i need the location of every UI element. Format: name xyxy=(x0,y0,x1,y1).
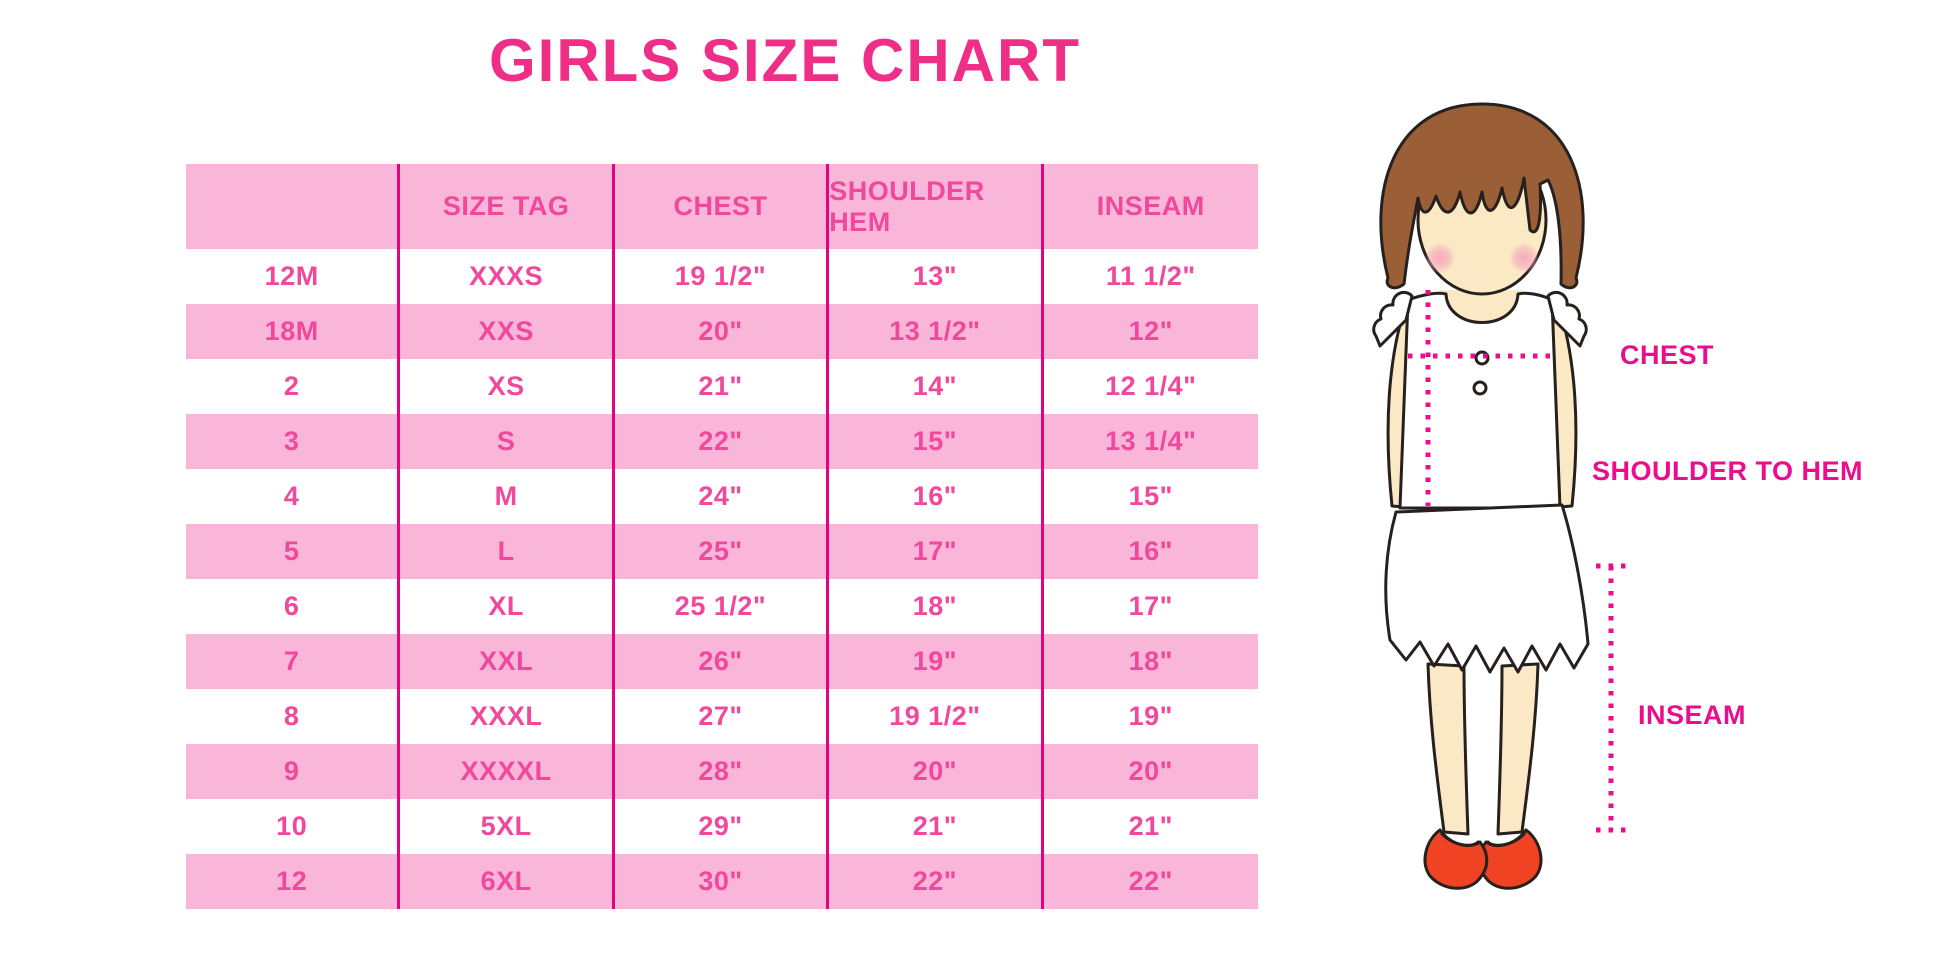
header-cell: SIZE TAG xyxy=(400,164,615,249)
table-cell: 26" xyxy=(614,634,830,689)
table-cell: 22" xyxy=(1043,854,1258,909)
table-cell: 19" xyxy=(829,634,1044,689)
table-cell: XXXL xyxy=(400,689,615,744)
table-cell: 25" xyxy=(614,524,830,579)
table-cell: M xyxy=(400,469,615,524)
table-cell: 17" xyxy=(1043,579,1258,634)
table-cell: L xyxy=(400,524,615,579)
table-cell: 12M xyxy=(186,249,401,304)
table-cell: XS xyxy=(400,359,615,414)
table-cell: 5XL xyxy=(400,799,615,854)
girl-illustration xyxy=(1372,102,1628,890)
table-cell: 30" xyxy=(614,854,830,909)
skirt xyxy=(1384,503,1590,674)
table-cell: 3 xyxy=(186,414,401,469)
table-cell: 27" xyxy=(614,689,830,744)
hair xyxy=(1379,102,1585,290)
left-shoulder-ruffle xyxy=(1372,290,1414,348)
table-cell: 19 1/2" xyxy=(829,689,1044,744)
chest-label: CHEST xyxy=(1620,340,1715,370)
table-cell: 16" xyxy=(1043,524,1258,579)
header-cell xyxy=(186,164,401,249)
shoulder-to-hem-label: SHOULDER TO HEM xyxy=(1592,456,1864,486)
size-table: SIZE TAG CHEST SHOULDER HEM INSEAM 12M XXXS 19… xyxy=(186,164,1258,909)
table-cell: 28" xyxy=(614,744,830,799)
header-cell: CHEST xyxy=(614,164,830,249)
table-cell: 8 xyxy=(186,689,401,744)
table-cell: 19" xyxy=(1043,689,1258,744)
table-cell: 21" xyxy=(829,799,1044,854)
right-shoulder-ruffle xyxy=(1546,290,1588,348)
right-shoe-strap xyxy=(1486,832,1526,847)
table-cell: XXXXL xyxy=(400,744,615,799)
table-cell: 16" xyxy=(829,469,1044,524)
table-cell: 4 xyxy=(186,469,401,524)
left-leg xyxy=(1426,662,1470,836)
table-cell: 20" xyxy=(614,304,830,359)
table-cell: 18M xyxy=(186,304,401,359)
table-cell: 13 1/4" xyxy=(1043,414,1258,469)
table-cell: 15" xyxy=(1043,469,1258,524)
left-shoe-strap xyxy=(1440,832,1480,847)
header-cell: SHOULDER HEM xyxy=(829,164,1044,249)
table-cell: 12" xyxy=(1043,304,1258,359)
table-cell: 20" xyxy=(1043,744,1258,799)
table-cell: XXS xyxy=(400,304,615,359)
table-cell: XXXS xyxy=(400,249,615,304)
header-cell: INSEAM xyxy=(1043,164,1258,249)
table-cell: 5 xyxy=(186,524,401,579)
table-cell: 20" xyxy=(829,744,1044,799)
table-cell: XXL xyxy=(400,634,615,689)
right-blush xyxy=(1509,243,1539,273)
table-cell: 10 xyxy=(186,799,401,854)
left-blush xyxy=(1425,243,1455,273)
table-cell: 18" xyxy=(1043,634,1258,689)
table-cell: 25 1/2" xyxy=(614,579,830,634)
table-cell: XL xyxy=(400,579,615,634)
table-cell: 9 xyxy=(186,744,401,799)
table-cell: 12 xyxy=(186,854,401,909)
table-cell: 24" xyxy=(614,469,830,524)
left-shoe xyxy=(1423,828,1489,890)
table-cell: 13" xyxy=(829,249,1044,304)
inseam-label: INSEAM xyxy=(1638,700,1747,730)
page-title: GIRLS SIZE CHART xyxy=(488,27,1081,94)
table-cell: 17" xyxy=(829,524,1044,579)
table-cell: 6XL xyxy=(400,854,615,909)
table-cell: 14" xyxy=(829,359,1044,414)
table-cell: 19 1/2" xyxy=(614,249,830,304)
table-cell: 18" xyxy=(829,579,1044,634)
bottom-button xyxy=(1472,380,1488,396)
table-cell: 22" xyxy=(829,854,1044,909)
table-cell: 2 xyxy=(186,359,401,414)
table-cell: 22" xyxy=(614,414,830,469)
right-shoe xyxy=(1477,828,1543,890)
table-cell: 15" xyxy=(829,414,1044,469)
table-cell: 13 1/2" xyxy=(829,304,1044,359)
table-cell: S xyxy=(400,414,615,469)
table-cell: 21" xyxy=(614,359,830,414)
table-cell: 6 xyxy=(186,579,401,634)
table-cell: 7 xyxy=(186,634,401,689)
table-cell: 21" xyxy=(1043,799,1258,854)
bodice xyxy=(1398,291,1562,510)
right-leg xyxy=(1496,662,1540,836)
table-cell: 29" xyxy=(614,799,830,854)
table-cell: 11 1/2" xyxy=(1043,249,1258,304)
table-cell: 12 1/4" xyxy=(1043,359,1258,414)
